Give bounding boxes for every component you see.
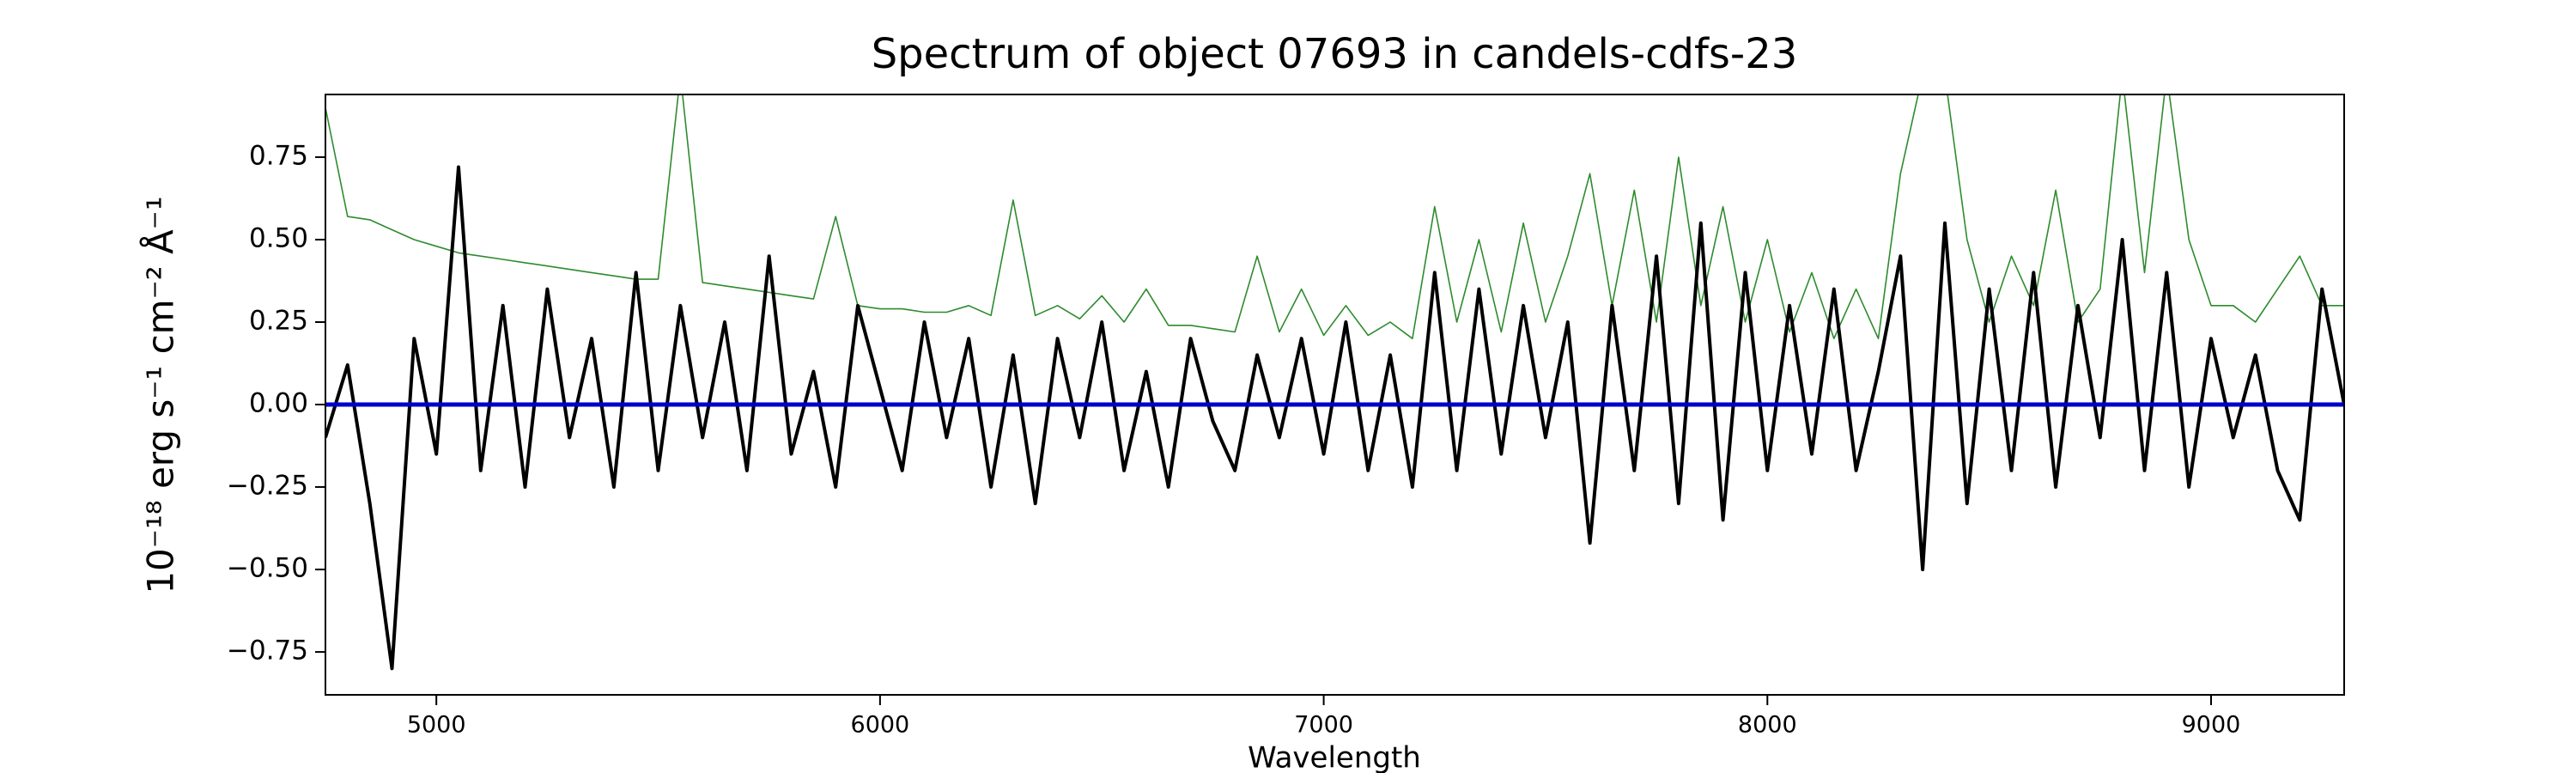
- x-tick-label: 5000: [407, 712, 466, 739]
- chart-title: Spectrum of object 07693 in candels-cdfs…: [872, 30, 1798, 78]
- x-axis-label: Wavelength: [1248, 741, 1421, 773]
- plot-frame: [325, 94, 2345, 696]
- x-tick-label: 8000: [1738, 712, 1797, 739]
- x-tick-label: 6000: [851, 712, 910, 739]
- noise-line: [325, 94, 2344, 339]
- y-axis-label: 10⁻¹⁸ erg s⁻¹ cm⁻² Å⁻¹: [139, 196, 182, 593]
- y-tick-label: 0.25: [249, 306, 308, 337]
- y-tick-label: 0.75: [249, 140, 308, 171]
- flux-line: [325, 165, 2344, 671]
- y-tick-label: −0.75: [227, 636, 308, 666]
- y-tick-label: 0.50: [249, 222, 308, 253]
- x-tick-label: 9000: [2182, 712, 2241, 739]
- y-tick-label: −0.25: [227, 471, 308, 502]
- y-tick-label: −0.50: [227, 553, 308, 584]
- x-tick-label: 7000: [1294, 712, 1353, 739]
- y-tick-label: 0.00: [249, 388, 308, 419]
